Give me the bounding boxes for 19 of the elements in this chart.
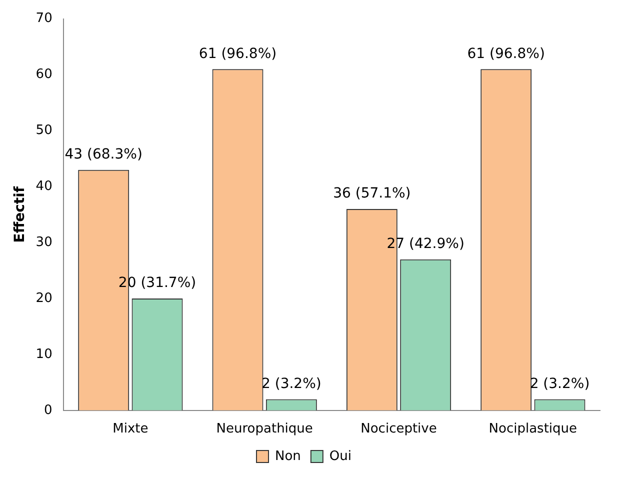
legend-label: Non xyxy=(275,448,301,464)
legend-label: Oui xyxy=(329,448,352,464)
y-tick-label: 30 xyxy=(36,234,52,250)
data-label: 61 (96.8%) xyxy=(198,46,277,62)
y-tick-label: 50 xyxy=(36,123,52,138)
y-tick-label: 40 xyxy=(36,179,52,194)
data-label: 61 (96.8%) xyxy=(467,46,545,62)
data-label: 36 (57.1%) xyxy=(333,186,411,202)
x-tick-label: Mixte xyxy=(112,422,148,437)
y-tick-label: 60 xyxy=(36,67,52,82)
y-axis-title: Effectif xyxy=(12,186,28,243)
y-tick-label: 20 xyxy=(36,290,52,306)
data-label: 43 (68.3%) xyxy=(64,146,142,162)
x-tick-label: Nociplastique xyxy=(488,422,578,437)
x-tick-label: Neuropathique xyxy=(216,422,313,437)
y-tick-label: 10 xyxy=(36,346,52,362)
x-tick-label: Nociceptive xyxy=(360,422,437,437)
y-tick-label: 70 xyxy=(36,11,52,26)
y-tick-label: 0 xyxy=(44,402,52,418)
